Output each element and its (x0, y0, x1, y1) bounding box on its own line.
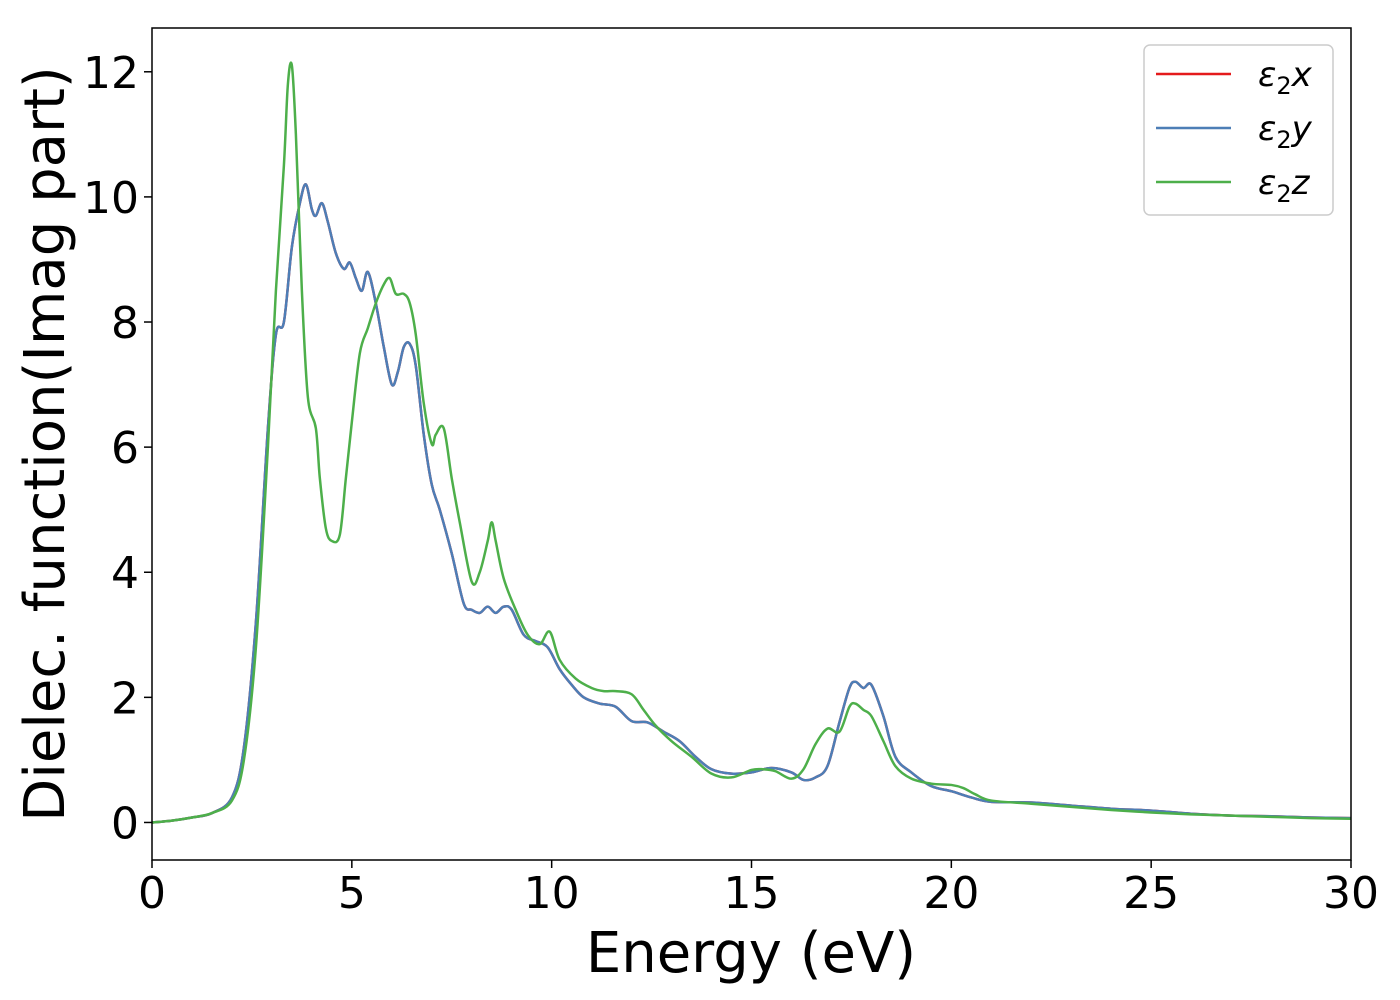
y-tick-label: 10 (83, 173, 139, 224)
legend-label-z: ε2z (1258, 163, 1311, 208)
y-tick-label: 12 (83, 48, 139, 99)
y-axis-ticks: 0 2 4 6 8 10 12 (83, 48, 152, 849)
x-tick-label: 10 (524, 868, 580, 919)
y-tick-label: 8 (111, 298, 139, 349)
legend-label-x: ε2x (1258, 55, 1313, 100)
series-line-x (151, 183, 1352, 824)
series-line-y (151, 183, 1352, 824)
x-tick-label: 15 (724, 868, 780, 919)
series-line-z (151, 61, 1352, 824)
y-tick-label: 0 (111, 798, 139, 849)
x-tick-label: 0 (138, 868, 166, 919)
series-layer (151, 61, 1352, 824)
x-tick-label: 20 (923, 868, 979, 919)
y-tick-label: 4 (111, 548, 139, 599)
legend-box (1143, 44, 1334, 216)
legend-label-y: ε2y (1258, 109, 1313, 154)
x-tick-label: 30 (1323, 868, 1379, 919)
y-tick-label: 6 (111, 423, 139, 474)
x-axis-title: Energy (eV) (586, 921, 916, 986)
x-axis-ticks: 0 5 10 15 20 25 30 (138, 860, 1379, 919)
x-tick-label: 5 (338, 868, 366, 919)
y-tick-label: 2 (111, 673, 139, 724)
x-tick-label: 25 (1123, 868, 1179, 919)
legend: ε2x ε2y ε2z (1143, 44, 1334, 216)
y-axis-title: Dielec. function(Imag part) (13, 66, 78, 822)
